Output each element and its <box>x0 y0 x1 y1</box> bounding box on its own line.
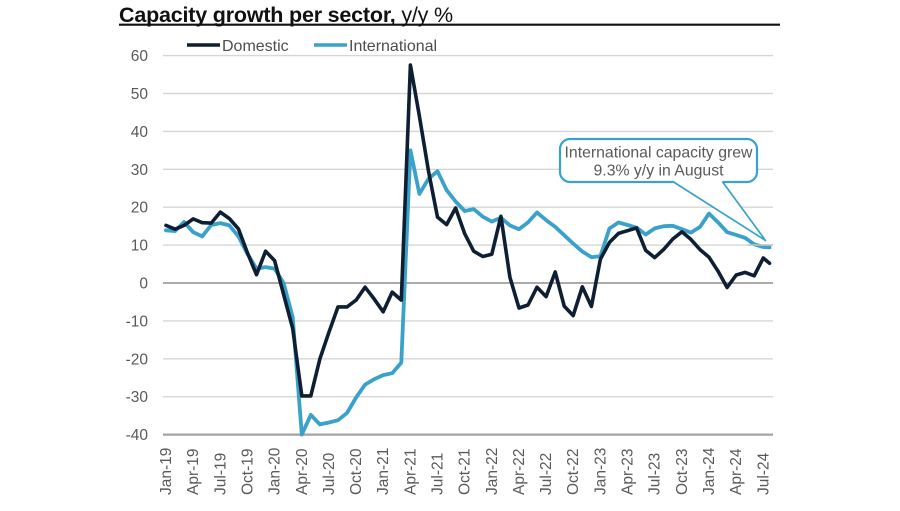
svg-text:Jul-24: Jul-24 <box>755 452 772 495</box>
svg-text:Oct-20: Oct-20 <box>348 448 365 495</box>
svg-text:Apr-23: Apr-23 <box>620 448 637 495</box>
svg-text:Oct-21: Oct-21 <box>457 448 474 495</box>
svg-text:Apr-24: Apr-24 <box>728 448 745 495</box>
svg-text:-10: -10 <box>126 313 149 330</box>
svg-text:-30: -30 <box>126 389 149 406</box>
svg-text:International capacity grew: International capacity grew <box>565 145 754 162</box>
svg-text:Jan-23: Jan-23 <box>592 448 609 495</box>
svg-text:Jan-24: Jan-24 <box>701 447 718 495</box>
svg-text:Jul-23: Jul-23 <box>647 453 664 495</box>
svg-text:Jan-19: Jan-19 <box>158 448 175 495</box>
svg-text:International: International <box>349 38 437 55</box>
svg-text:-40: -40 <box>126 427 149 444</box>
svg-text:10: 10 <box>131 238 149 255</box>
svg-text:Apr-21: Apr-21 <box>402 448 419 495</box>
svg-text:50: 50 <box>131 86 149 103</box>
svg-text:60: 60 <box>131 48 149 65</box>
svg-text:Apr-22: Apr-22 <box>511 448 528 495</box>
svg-text:Jul-20: Jul-20 <box>321 452 338 495</box>
svg-text:Domestic: Domestic <box>222 38 289 55</box>
svg-text:Jul-19: Jul-19 <box>212 453 229 495</box>
svg-text:0: 0 <box>139 276 148 293</box>
svg-text:-20: -20 <box>126 351 149 368</box>
svg-text:20: 20 <box>131 200 149 217</box>
svg-text:Apr-20: Apr-20 <box>294 448 311 495</box>
svg-text:Oct-23: Oct-23 <box>674 448 691 495</box>
svg-text:Jan-22: Jan-22 <box>484 448 501 495</box>
svg-text:Jul-22: Jul-22 <box>538 453 555 495</box>
svg-text:Oct-19: Oct-19 <box>239 448 256 495</box>
svg-text:Jan-21: Jan-21 <box>375 448 392 495</box>
svg-text:Oct-22: Oct-22 <box>565 448 582 495</box>
svg-text:Capacity growth per sector, y/: Capacity growth per sector, y/y % <box>119 3 453 27</box>
svg-text:Jul-21: Jul-21 <box>430 453 447 495</box>
svg-text:Apr-19: Apr-19 <box>185 448 202 495</box>
svg-text:9.3% y/y in August: 9.3% y/y in August <box>594 163 725 180</box>
svg-text:Jan-20: Jan-20 <box>267 447 284 495</box>
svg-text:30: 30 <box>131 162 149 179</box>
svg-text:40: 40 <box>131 124 149 141</box>
